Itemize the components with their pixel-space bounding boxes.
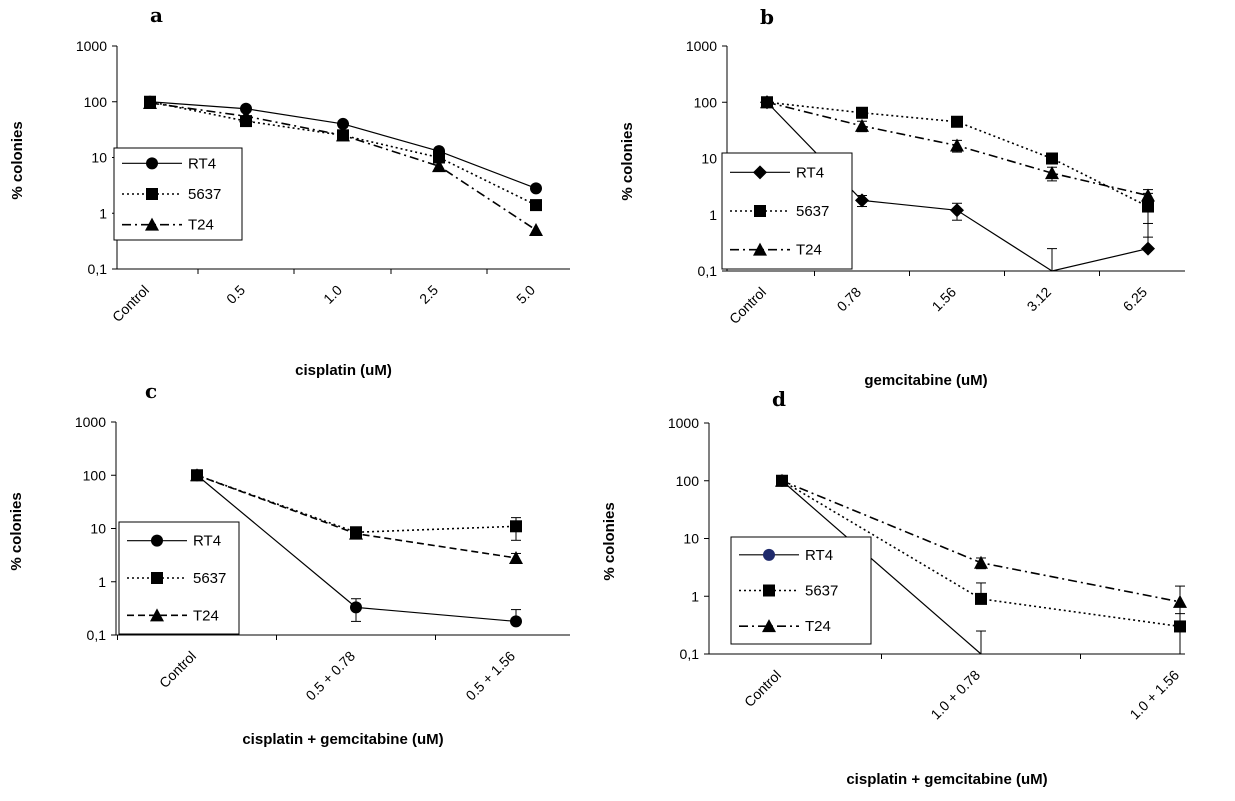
x-axis-title: cisplatin (uM) bbox=[295, 362, 392, 379]
x-tick-label: 1.56 bbox=[929, 284, 960, 315]
x-tick-label: Control bbox=[156, 648, 199, 691]
legend-label: T24 bbox=[796, 242, 822, 259]
series-t24 bbox=[190, 468, 523, 564]
y-axis-title: % colonies bbox=[619, 122, 636, 200]
y-tick-label: 1000 bbox=[668, 415, 699, 431]
panel-letter: b bbox=[760, 5, 774, 29]
legend-label: T24 bbox=[805, 618, 831, 635]
data-point bbox=[975, 593, 987, 605]
x-tick-label: 1.0 + 1.56 bbox=[1126, 667, 1182, 723]
data-point bbox=[1045, 166, 1059, 179]
legend-label: RT4 bbox=[796, 164, 824, 181]
series-rt4 bbox=[191, 469, 522, 627]
data-point bbox=[510, 615, 522, 627]
x-tick-label: 2.5 bbox=[416, 282, 441, 307]
y-tick-label: 1 bbox=[99, 205, 107, 221]
y-tick-label: 0,1 bbox=[698, 263, 718, 279]
y-tick-label: 100 bbox=[676, 473, 700, 489]
series-line bbox=[197, 475, 516, 558]
x-tick-label: Control bbox=[726, 284, 769, 327]
data-point bbox=[337, 118, 349, 130]
y-tick-label: 100 bbox=[83, 467, 107, 483]
y-axis-title: % colonies bbox=[8, 492, 25, 570]
chart-panel-b: b 0,1 1 10 100 1000 Control 0.78 1.56 3.12 6.25 % c… bbox=[619, 5, 1185, 389]
x-tick-label: 6.25 bbox=[1120, 284, 1151, 315]
legend: RT4 5637 T24 bbox=[731, 537, 871, 644]
y-tick-label: 1000 bbox=[76, 38, 107, 54]
data-point bbox=[951, 116, 963, 128]
panel-letter: c bbox=[145, 379, 157, 403]
y-tick-label: 0,1 bbox=[680, 646, 700, 662]
legend-marker bbox=[151, 535, 163, 547]
legend: RT4 5637 T24 bbox=[114, 148, 242, 240]
x-tick-label: 0.5 bbox=[223, 282, 248, 307]
legend: RT4 5637 T24 bbox=[119, 522, 239, 634]
legend-label: T24 bbox=[188, 217, 214, 234]
series-line bbox=[197, 475, 516, 532]
y-axis-title: % colonies bbox=[9, 121, 26, 199]
x-tick-label: 1.0 bbox=[320, 282, 345, 307]
x-tick-label: Control bbox=[109, 282, 152, 325]
y-tick-label: 1000 bbox=[75, 414, 106, 430]
y-tick-label: 0,1 bbox=[87, 627, 107, 643]
x-tick-label: 0.78 bbox=[834, 284, 865, 315]
legend-marker bbox=[763, 585, 775, 597]
legend-label: RT4 bbox=[188, 155, 216, 172]
legend-marker bbox=[151, 572, 163, 584]
data-point bbox=[1046, 153, 1058, 165]
y-tick-label: 1 bbox=[691, 588, 699, 604]
x-tick-label: 1.0 + 0.78 bbox=[927, 667, 983, 723]
y-tick-label: 100 bbox=[694, 94, 718, 110]
x-axis-title: cisplatin + gemcitabine (uM) bbox=[846, 771, 1047, 788]
y-tick-label: 10 bbox=[683, 531, 699, 547]
data-point bbox=[950, 203, 964, 217]
x-tick-label: 3.12 bbox=[1024, 284, 1055, 315]
chart-panel-d: d 0,1 1 10 100 1000 Control 1.0 + 0.78 1.0 + 1.5… bbox=[601, 387, 1187, 788]
y-tick-label: 0,1 bbox=[88, 261, 108, 277]
legend-marker bbox=[754, 205, 766, 217]
legend-box bbox=[731, 537, 871, 644]
y-tick-label: 100 bbox=[84, 94, 108, 110]
y-tick-label: 1 bbox=[98, 574, 106, 590]
legend-label: 5637 bbox=[805, 583, 838, 600]
data-point bbox=[856, 107, 868, 119]
legend-marker bbox=[763, 549, 775, 561]
legend-marker bbox=[146, 188, 158, 200]
legend-marker bbox=[146, 157, 158, 169]
data-point bbox=[350, 601, 362, 613]
data-point bbox=[509, 551, 523, 564]
data-point bbox=[529, 223, 543, 236]
y-tick-label: 10 bbox=[90, 521, 106, 537]
x-tick-label: 0.5 + 0.78 bbox=[302, 648, 358, 704]
y-axis-title: % colonies bbox=[601, 502, 618, 580]
legend: RT4 5637 T24 bbox=[722, 153, 852, 269]
panel-letter: a bbox=[150, 3, 163, 27]
legend-label: RT4 bbox=[193, 533, 221, 550]
panel-letter: d bbox=[772, 387, 786, 411]
data-point bbox=[530, 199, 542, 211]
y-tick-label: 1000 bbox=[686, 38, 717, 54]
x-tick-label: 5.0 bbox=[513, 282, 538, 307]
legend-label: 5637 bbox=[796, 203, 829, 220]
data-point bbox=[530, 182, 542, 194]
y-tick-label: 10 bbox=[701, 151, 717, 167]
legend-label: 5637 bbox=[188, 186, 221, 203]
legend-label: 5637 bbox=[193, 570, 226, 587]
x-axis-title: gemcitabine (uM) bbox=[864, 372, 987, 389]
x-tick-label: Control bbox=[741, 667, 784, 710]
legend-label: RT4 bbox=[805, 547, 833, 564]
x-axis-title: cisplatin + gemcitabine (uM) bbox=[242, 731, 443, 748]
data-point bbox=[510, 520, 522, 532]
y-tick-label: 1 bbox=[709, 207, 717, 223]
y-tick-label: 10 bbox=[91, 150, 107, 166]
x-tick-label: 0.5 + 1.56 bbox=[462, 648, 518, 704]
data-point bbox=[1141, 242, 1155, 256]
chart-panel-c: c 0,1 1 10 100 1000 Control 0.5 + 0.78 0.5 + 1.5… bbox=[8, 379, 570, 748]
legend-label: T24 bbox=[193, 607, 219, 624]
chart-panel-a: a 0,1 1 10 100 1000 Control 0.5 1.0 2.5 5.0 % colon… bbox=[9, 3, 570, 379]
